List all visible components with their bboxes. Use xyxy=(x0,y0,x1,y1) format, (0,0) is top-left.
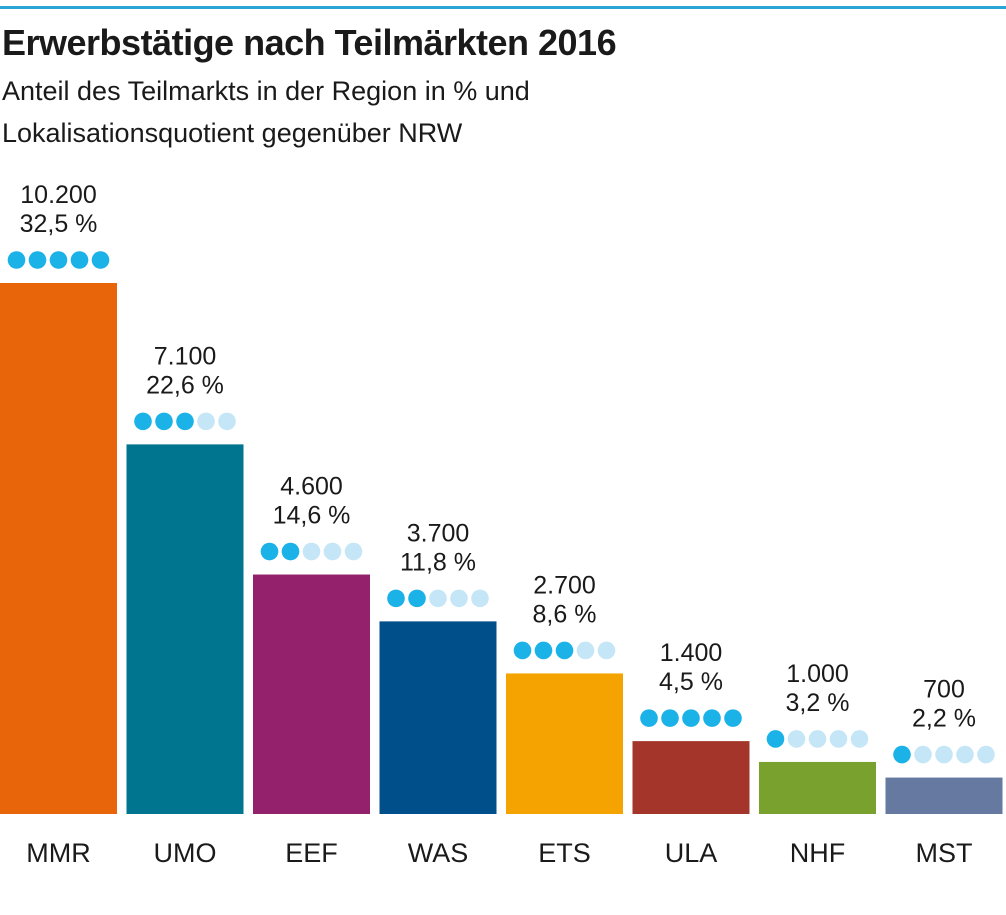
lq-dot-ula-2 xyxy=(661,709,679,727)
bar-nhf xyxy=(759,761,876,814)
lq-dot-mmr-5 xyxy=(91,251,110,269)
lq-dot-mst-1 xyxy=(893,745,911,764)
lq-dot-nhf-1 xyxy=(766,730,785,748)
lq-dot-mmr-2 xyxy=(28,251,47,269)
category-label-nhf: NHF xyxy=(790,838,846,868)
value-label-nhf: 1.000 xyxy=(786,660,849,688)
lq-dot-mmr-4 xyxy=(70,251,89,269)
lq-dot-umo-4 xyxy=(197,412,215,431)
bar-ets xyxy=(506,673,623,814)
lq-dot-mst-2 xyxy=(914,745,932,764)
lq-dot-eef-1 xyxy=(260,542,279,561)
lq-dot-ula-4 xyxy=(703,709,721,727)
category-label-was: WAS xyxy=(408,838,469,868)
lq-dot-umo-1 xyxy=(134,412,152,431)
percent-label-umo: 22,6 % xyxy=(146,371,224,399)
lq-dot-was-1 xyxy=(387,589,405,608)
lq-dot-eef-4 xyxy=(323,542,342,561)
lq-dot-was-2 xyxy=(408,589,426,608)
lq-dot-umo-5 xyxy=(218,412,236,431)
bar-eef xyxy=(253,574,370,814)
lq-dot-was-3 xyxy=(429,589,447,608)
value-label-was: 3.700 xyxy=(407,519,470,547)
percent-label-ula: 4,5 % xyxy=(659,668,723,696)
lq-dot-nhf-5 xyxy=(850,730,869,748)
bar-mmr xyxy=(0,283,117,814)
value-label-ets: 2.700 xyxy=(533,571,596,599)
lq-dot-mmr-1 xyxy=(7,251,26,269)
lq-dot-mmr-3 xyxy=(49,251,68,269)
lq-dot-ula-3 xyxy=(682,709,700,727)
value-label-mmr: 10.200 xyxy=(20,181,96,209)
bar-mst xyxy=(885,777,1003,814)
category-label-ula: ULA xyxy=(665,838,718,868)
lq-dot-mst-4 xyxy=(956,745,974,764)
lq-dot-ets-2 xyxy=(534,641,553,660)
value-label-mst: 700 xyxy=(923,676,965,704)
lq-dot-ets-1 xyxy=(513,641,532,660)
top-rule xyxy=(0,6,1006,9)
percent-label-nhf: 3,2 % xyxy=(786,689,850,717)
lq-dot-ets-5 xyxy=(597,641,616,660)
lq-dot-eef-3 xyxy=(302,542,321,561)
lq-dot-nhf-2 xyxy=(787,730,806,748)
percent-label-was: 11,8 % xyxy=(400,548,476,576)
lq-dot-was-4 xyxy=(450,589,468,608)
lq-dot-was-5 xyxy=(471,589,489,608)
lq-dot-nhf-3 xyxy=(808,730,827,748)
category-label-eef: EEF xyxy=(285,838,338,868)
lq-dot-mst-3 xyxy=(935,745,953,764)
value-label-ula: 1.400 xyxy=(660,639,723,667)
lq-dot-ets-4 xyxy=(576,641,595,660)
lq-dot-mst-5 xyxy=(977,745,995,764)
bar-umo xyxy=(126,444,244,814)
value-label-umo: 7.100 xyxy=(154,342,217,370)
category-label-umo: UMO xyxy=(154,838,217,868)
lq-dot-ula-1 xyxy=(640,709,658,727)
value-label-eef: 4.600 xyxy=(280,473,343,501)
bar-ula xyxy=(632,741,750,814)
category-label-mmr: MMR xyxy=(26,838,90,868)
chart-subtitle: Anteil des Teilmarkts in der Region in %… xyxy=(2,76,530,148)
percent-label-mmr: 32,5 % xyxy=(20,210,98,238)
percent-label-ets: 8,6 % xyxy=(533,600,597,628)
lq-dot-eef-5 xyxy=(344,542,363,561)
lq-dot-nhf-4 xyxy=(829,730,848,748)
lq-dot-ets-3 xyxy=(555,641,574,660)
chart-title: Erwerbstätige nach Teilmärkten 2016 xyxy=(2,22,617,63)
lq-dot-eef-2 xyxy=(281,542,300,561)
percent-label-eef: 14,6 % xyxy=(273,502,351,530)
lq-dot-umo-2 xyxy=(155,412,173,431)
category-label-ets: ETS xyxy=(538,838,591,868)
category-label-mst: MST xyxy=(916,838,973,868)
lq-dot-umo-3 xyxy=(176,412,194,431)
percent-label-mst: 2,2 % xyxy=(912,705,976,733)
lq-dot-ula-5 xyxy=(724,709,742,727)
bar-was xyxy=(379,621,497,814)
